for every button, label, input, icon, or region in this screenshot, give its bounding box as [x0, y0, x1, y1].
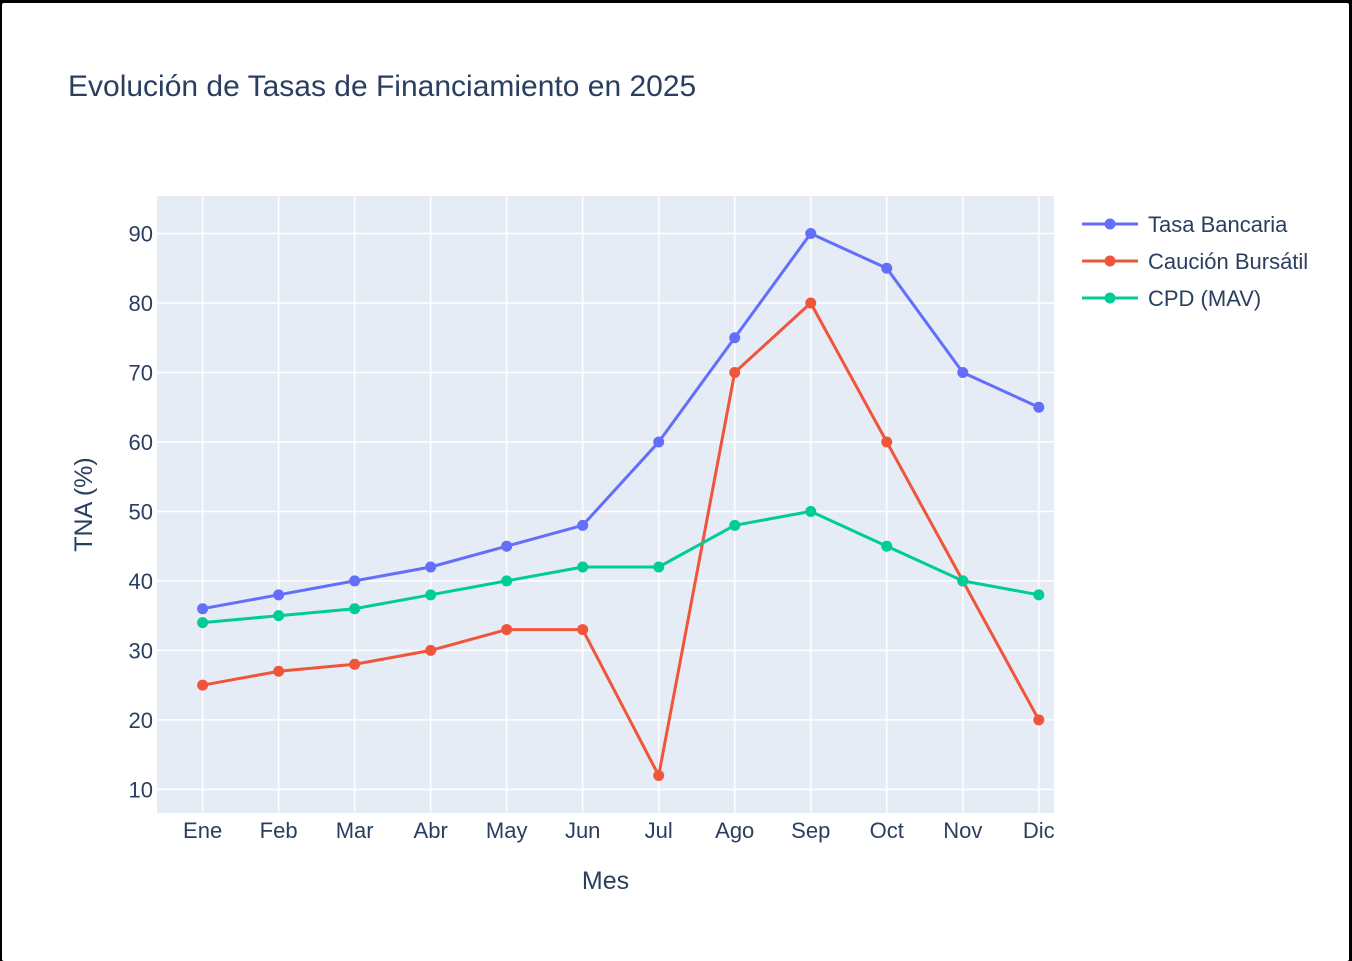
data-point [653, 561, 665, 573]
data-point [425, 561, 437, 573]
y-axis-ticks: 10 20 30 40 50 60 70 80 90 [129, 222, 153, 803]
y-axis-title: TNA (%) [70, 457, 98, 551]
y-tick-label: 60 [129, 430, 153, 455]
plot-area [157, 196, 1054, 813]
data-point [501, 575, 513, 587]
y-tick-label: 20 [129, 708, 153, 733]
legend-item[interactable]: Caución Bursátil [1082, 249, 1308, 274]
data-point [805, 505, 817, 517]
x-axis-ticks: Ene Feb Mar Abr May Jun Jul Ago Sep Oct Nov Dic [183, 818, 1055, 843]
y-gridlines [157, 232, 1054, 791]
data-point [881, 436, 893, 448]
data-point [197, 617, 209, 629]
data-point [197, 603, 209, 615]
x-tick-label: Dic [1023, 818, 1055, 843]
data-point [957, 366, 969, 378]
x-tick-label: Ene [183, 818, 222, 843]
data-point [425, 589, 437, 601]
data-point [501, 540, 513, 552]
data-point [349, 603, 361, 615]
legend-item[interactable]: CPD (MAV) [1082, 286, 1261, 311]
data-point [577, 519, 589, 531]
x-tick-label: Jun [565, 818, 600, 843]
y-tick-label: 50 [129, 499, 153, 524]
data-point [957, 575, 969, 587]
y-tick-label: 10 [129, 777, 153, 802]
legend-label: Caución Bursátil [1148, 249, 1308, 274]
data-point [729, 332, 741, 344]
data-point [273, 610, 285, 622]
data-point [273, 589, 285, 601]
data-point [1033, 589, 1045, 601]
data-point [1033, 714, 1045, 726]
data-point [881, 540, 893, 552]
series-line [202, 301, 1041, 777]
x-tick-label: Mar [336, 818, 374, 843]
legend-label: Tasa Bancaria [1148, 212, 1288, 237]
data-point [273, 665, 285, 677]
legend: Tasa Bancaria Caución Bursátil CPD (MAV) [1082, 212, 1308, 311]
data-point [805, 228, 817, 240]
data-point [653, 769, 665, 781]
data-point [653, 436, 665, 448]
data-point [349, 658, 361, 670]
x-axis-title: Mes [582, 867, 629, 895]
series-lines [202, 232, 1041, 777]
x-tick-label: Feb [260, 818, 298, 843]
x-tick-label: Oct [870, 818, 904, 843]
x-tick-label: May [486, 818, 528, 843]
legend-marker [1104, 255, 1116, 267]
data-point [197, 679, 209, 691]
legend-marker [1104, 292, 1116, 304]
x-tick-label: Ago [715, 818, 754, 843]
data-point [501, 624, 513, 636]
legend-item[interactable]: Tasa Bancaria [1082, 212, 1288, 237]
data-point [729, 366, 741, 378]
data-point [577, 561, 589, 573]
y-tick-label: 40 [129, 569, 153, 594]
y-tick-label: 90 [129, 222, 153, 247]
legend-marker [1104, 218, 1116, 230]
data-point [729, 519, 741, 531]
x-tick-label: Jul [645, 818, 673, 843]
data-point [577, 624, 589, 636]
y-tick-label: 30 [129, 638, 153, 663]
y-tick-label: 80 [129, 291, 153, 316]
data-point [425, 644, 437, 656]
data-point [1033, 401, 1045, 413]
series-line [202, 509, 1040, 625]
series-points [197, 228, 1045, 781]
legend-label: CPD (MAV) [1148, 286, 1261, 311]
data-point [805, 297, 817, 309]
data-point [349, 575, 361, 587]
data-point [881, 262, 893, 274]
series-line [202, 232, 1040, 611]
y-tick-label: 70 [129, 360, 153, 385]
x-tick-label: Nov [943, 818, 982, 843]
x-tick-label: Sep [791, 818, 830, 843]
x-tick-label: Abr [414, 818, 448, 843]
chart-title: Evolución de Tasas de Financiamiento en … [68, 70, 697, 103]
